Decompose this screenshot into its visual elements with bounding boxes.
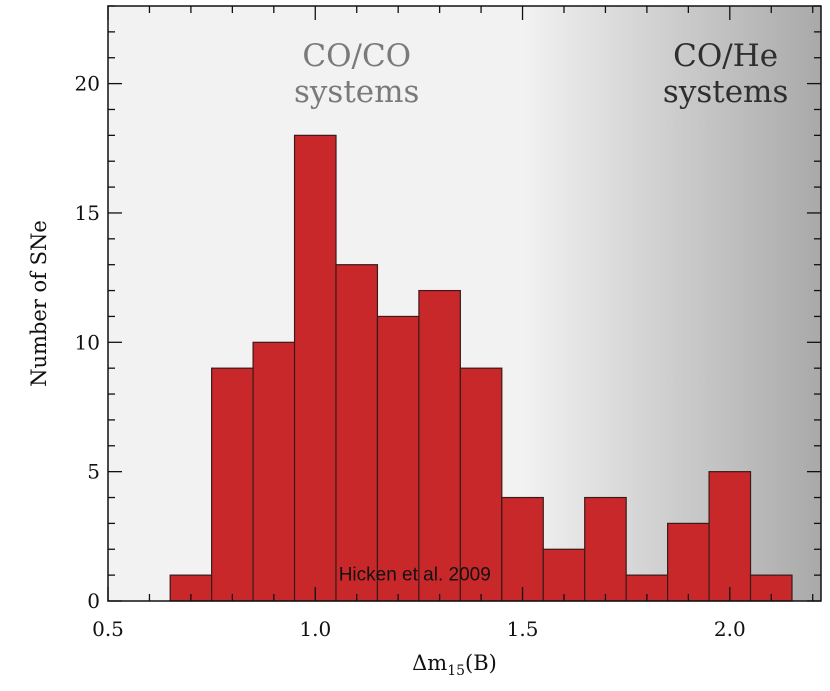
histogram-bar bbox=[335, 264, 379, 602]
histogram-bar bbox=[708, 471, 752, 602]
histogram-bar bbox=[376, 315, 420, 602]
y-tick-label: 5 bbox=[87, 460, 100, 484]
region-labels: CO/CO systems CO/He systems bbox=[294, 38, 788, 110]
x-axis-title: Δm15(B) bbox=[412, 651, 497, 679]
histogram-bar bbox=[418, 289, 461, 602]
y-tick-labels: 0 5 10 15 20 bbox=[75, 72, 100, 613]
x-tick-labels: 0.5 1.0 1.5 2.0 bbox=[92, 617, 746, 641]
histogram-bar bbox=[459, 367, 503, 602]
histogram-bar bbox=[501, 496, 544, 602]
histogram-bar bbox=[542, 548, 586, 602]
region-label-cohe-line2: systems bbox=[663, 74, 788, 110]
region-label-coco-line1: CO/CO bbox=[302, 38, 411, 74]
y-tick-label: 15 bbox=[75, 201, 100, 225]
histogram-bars bbox=[169, 134, 793, 602]
annotation-hicken: Hicken et al. 2009 bbox=[339, 564, 491, 585]
histogram-bar bbox=[252, 341, 296, 602]
y-axis-title: Number of SNe bbox=[27, 220, 51, 387]
x-tick-label: 1.5 bbox=[507, 617, 539, 641]
y-tick-label: 0 bbox=[87, 589, 100, 613]
x-axis-title-prefix: Δm bbox=[412, 651, 447, 675]
histogram-bar bbox=[293, 134, 337, 602]
x-axis-title-subscript: 15 bbox=[447, 663, 465, 679]
axis-ticks bbox=[107, 5, 821, 602]
x-tick-label: 0.5 bbox=[92, 617, 124, 641]
region-label-coco-line2: systems bbox=[294, 74, 419, 110]
histogram-bar bbox=[667, 522, 710, 602]
region-label-cohe-line1: CO/He bbox=[673, 38, 778, 74]
histogram-bar bbox=[211, 367, 254, 602]
histogram-bar bbox=[584, 496, 627, 602]
x-tick-label: 2.0 bbox=[714, 617, 746, 641]
x-axis-title-suffix: (B) bbox=[465, 651, 497, 675]
y-tick-label: 20 bbox=[75, 72, 100, 96]
y-tick-label: 10 bbox=[75, 330, 100, 354]
plot-frame bbox=[107, 5, 822, 602]
x-tick-label: 1.0 bbox=[299, 617, 331, 641]
